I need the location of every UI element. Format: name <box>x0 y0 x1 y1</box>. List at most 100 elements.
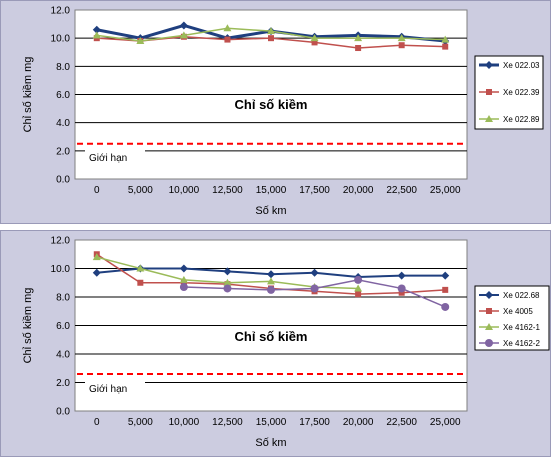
data-point <box>223 24 232 32</box>
data-point <box>267 277 275 285</box>
legend-marker <box>485 291 493 299</box>
legend-label: Xe 022.68 <box>503 291 540 300</box>
data-point <box>179 31 188 39</box>
x-tick-label: 22,500 <box>386 417 417 428</box>
data-point <box>179 283 188 292</box>
chart-inner-label: Chỉ số kiềm <box>235 329 308 344</box>
y-tick-label: 12.0 <box>51 6 71 17</box>
x-tick-label: 20,000 <box>343 185 374 196</box>
x-tick-label: 15,000 <box>256 417 287 428</box>
x-tick-label: 5,000 <box>128 185 153 196</box>
legend-marker <box>485 115 493 122</box>
data-point <box>136 36 145 44</box>
data-point <box>354 284 363 292</box>
legend: Xe 022.03 Xe 022.39 Xe 022.89 <box>474 55 544 130</box>
y-axis-title: Chỉ số kiềm mg <box>22 288 34 364</box>
data-point <box>355 291 362 298</box>
data-point <box>268 35 274 42</box>
y-tick-label: 0.0 <box>56 407 70 418</box>
y-tick-label: 6.0 <box>56 90 70 101</box>
y-tick-label: 2.0 <box>56 378 70 389</box>
legend-label: Xe 4162-2 <box>503 339 540 348</box>
data-point <box>179 21 188 30</box>
data-point <box>267 285 275 294</box>
data-point <box>267 27 275 35</box>
limit-label: Giới hạn <box>89 153 127 164</box>
limit-label: Giới hạn <box>89 384 127 395</box>
limit-label-bg <box>85 146 145 165</box>
data-point <box>441 35 450 43</box>
alkalinity-chart-bottom: 0.0 2.0 4.0 6.0 8.0 10.0 12.0 0 5,000 10,000 12,50… <box>22 236 550 449</box>
limit-label-bg <box>85 376 145 395</box>
x-tick-label: 5,000 <box>128 417 153 428</box>
data-point <box>397 284 406 293</box>
data-point <box>224 36 231 43</box>
data-point <box>441 271 450 280</box>
legend-marker <box>485 61 493 69</box>
data-point <box>267 270 275 279</box>
legend: Xe 022.68 Xe 4005 Xe 4162-1 Xe 4162-2 <box>474 285 550 351</box>
data-point <box>398 42 405 49</box>
y-tick-label: 0.0 <box>56 175 70 186</box>
y-tick-label: 4.0 <box>56 118 70 129</box>
data-point <box>354 275 363 284</box>
legend-marker <box>485 339 493 347</box>
data-point <box>136 264 145 272</box>
data-point <box>223 284 232 293</box>
x-tick-label: 20,000 <box>343 417 374 428</box>
data-point <box>310 34 319 42</box>
chart-panel-bottom: 0.0 2.0 4.0 6.0 8.0 10.0 12.0 0 5,000 10,000 12,50… <box>0 230 551 457</box>
legend-label: Xe 4005 <box>503 307 533 316</box>
x-tick-label: 25,000 <box>430 185 461 196</box>
data-point <box>398 289 405 296</box>
data-point <box>441 302 450 311</box>
data-point <box>397 271 406 280</box>
data-point <box>223 267 232 276</box>
data-point <box>92 268 101 277</box>
y-tick-label: 8.0 <box>56 62 70 73</box>
data-point <box>355 45 362 52</box>
data-point <box>311 39 318 46</box>
x-tick-label: 0 <box>94 185 100 196</box>
data-point <box>137 279 144 286</box>
legend-label: Xe 4162-1 <box>503 323 540 332</box>
x-axis-title: Số km <box>255 437 286 449</box>
data-point <box>354 34 363 42</box>
data-point <box>310 268 319 277</box>
y-tick-label: 8.0 <box>56 293 70 304</box>
legend-label: Xe 022.39 <box>503 88 540 97</box>
data-point <box>179 275 188 283</box>
x-tick-label: 25,000 <box>430 417 461 428</box>
y-tick-label: 12.0 <box>51 236 71 247</box>
y-tick-label: 2.0 <box>56 146 70 157</box>
legend-label: Xe 022.03 <box>503 61 540 70</box>
x-tick-label: 12,500 <box>212 185 243 196</box>
alkalinity-chart-top: 0.0 2.0 4.0 6.0 8.0 10.0 12.0 0 5,000 10,000 12,50… <box>22 6 544 217</box>
x-tick-label: 10,000 <box>169 417 200 428</box>
chart-panel-top: 0.0 2.0 4.0 6.0 8.0 10.0 12.0 0 5,000 10,000 12,50… <box>0 0 551 224</box>
legend-label: Xe 022.89 <box>503 115 540 124</box>
x-axis-title: Số km <box>255 205 286 217</box>
chart-inner-label: Chỉ số kiềm <box>235 97 308 112</box>
data-point <box>397 34 406 42</box>
y-tick-label: 10.0 <box>51 34 71 45</box>
series-4 <box>179 275 450 311</box>
legend-marker <box>486 308 492 314</box>
x-tick-label: 17,500 <box>299 185 330 196</box>
data-point <box>92 253 101 261</box>
x-tick-label: 15,000 <box>256 185 287 196</box>
data-point <box>179 264 188 273</box>
data-point <box>223 278 232 286</box>
data-point <box>310 284 319 293</box>
data-point <box>92 25 101 34</box>
x-tick-label: 0 <box>94 417 100 428</box>
data-point <box>442 43 449 50</box>
x-tick-label: 22,500 <box>386 185 417 196</box>
legend-marker <box>486 89 492 95</box>
legend-marker <box>485 323 493 330</box>
y-tick-label: 6.0 <box>56 321 70 332</box>
y-tick-label: 4.0 <box>56 350 70 361</box>
y-tick-label: 10.0 <box>51 264 71 275</box>
x-tick-label: 12,500 <box>212 417 243 428</box>
x-tick-label: 17,500 <box>299 417 330 428</box>
